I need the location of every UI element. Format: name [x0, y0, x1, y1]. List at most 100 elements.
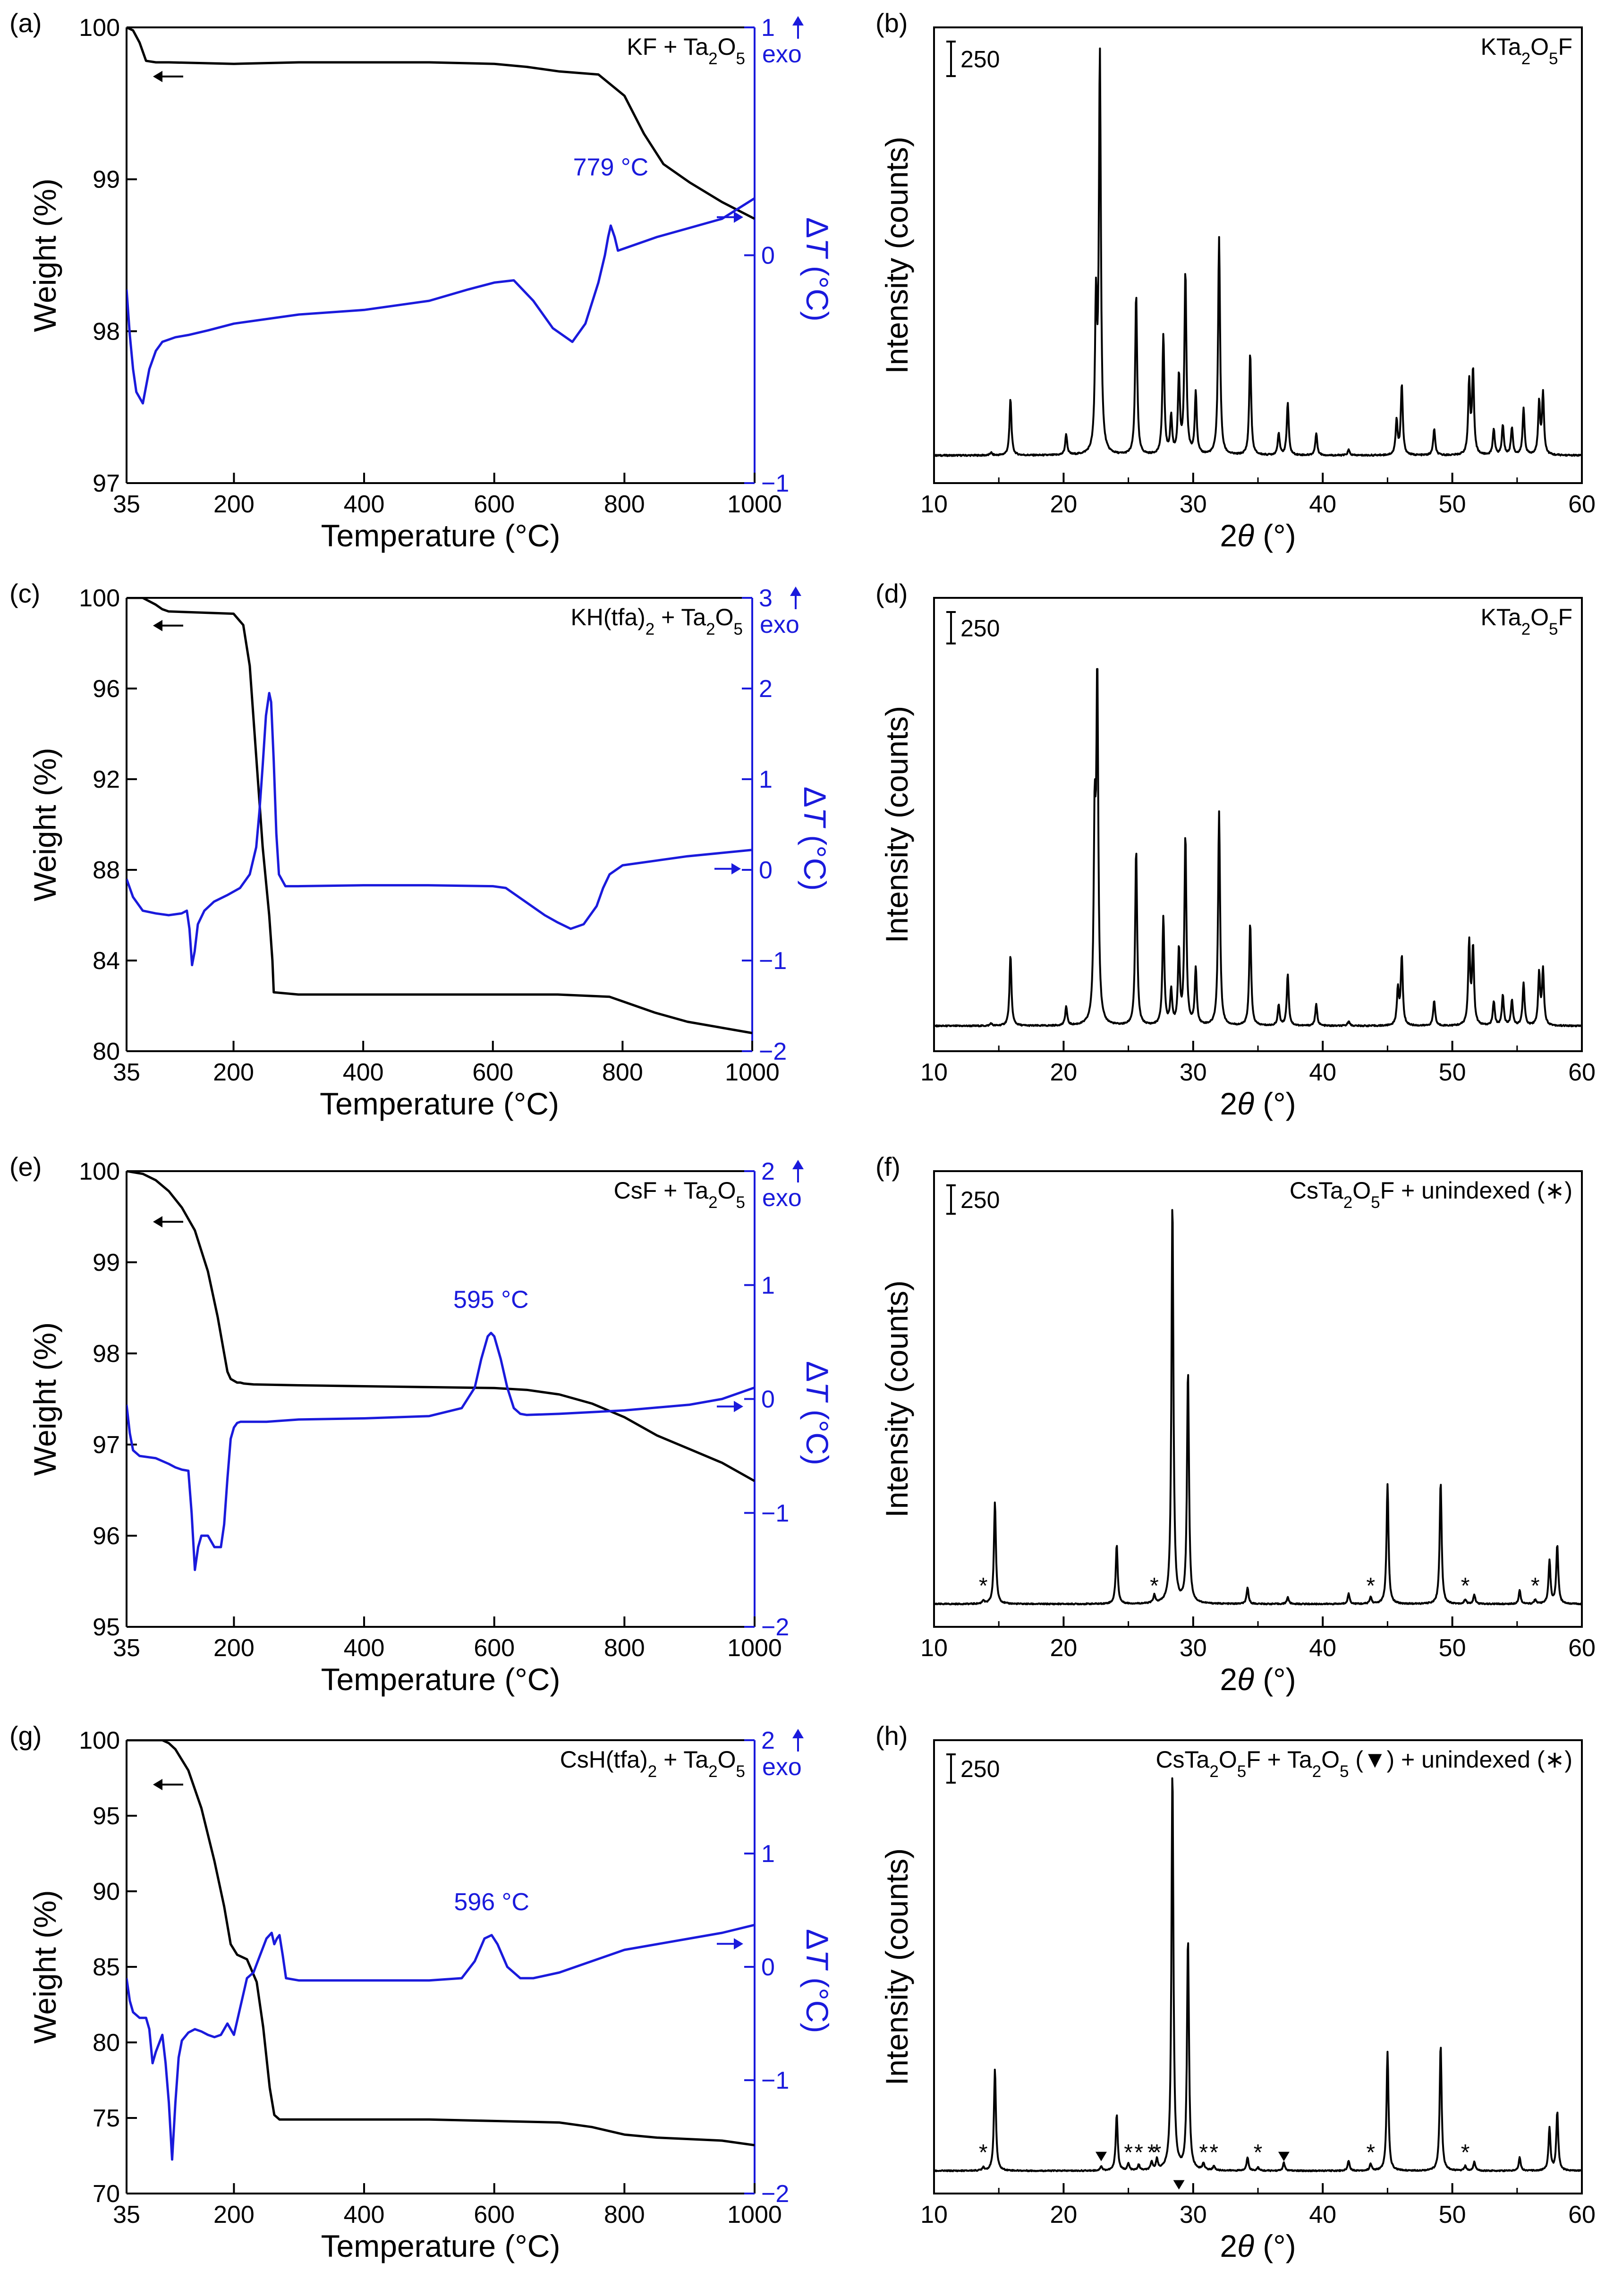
- x-tick-label: 200: [213, 1059, 254, 1086]
- left-y-tick-label: 90: [93, 1878, 120, 1905]
- right-y-tick-label: 0: [761, 242, 775, 270]
- right-y-tick-label: 0: [761, 1386, 775, 1413]
- left-y-tick-label: 100: [79, 14, 120, 42]
- x-tick-label: 30: [1180, 491, 1207, 518]
- chart-title: KH(tfa)2 + Ta2O5: [570, 604, 743, 638]
- scale-bar-label: 250: [960, 615, 1000, 641]
- left-y-axis-label-group: Weight (%): [27, 1890, 62, 2043]
- panel-e: 35 200 400 600 800 1000 95 96 97 98 99 100 −2 −1 0 1 2ex…: [9, 1152, 835, 1697]
- left-y-tick-label: 100: [79, 1158, 120, 1185]
- left-y-tick-label: 96: [93, 675, 120, 703]
- xrd-pattern-line: [933, 668, 1582, 1028]
- x-tick-label: 30: [1180, 1059, 1207, 1086]
- left-y-tick-label: 95: [93, 1614, 120, 1641]
- left-y-axis-label-group: Weight (%): [27, 748, 62, 901]
- x-tick-label: 30: [1180, 2201, 1207, 2228]
- x-axis-label: Temperature (°C): [321, 2228, 561, 2263]
- left-y-axis-label: Weight (%): [27, 748, 62, 901]
- chart-title: CsTa2O5F + unindexed (∗): [1290, 1177, 1572, 1212]
- right-y-tick-label: 1: [761, 1272, 775, 1299]
- plot-frame: [933, 1170, 1583, 1628]
- x-tick-label: 35: [113, 491, 140, 518]
- right-y-axis-label-group: ΔT (°C): [800, 217, 835, 322]
- weight-axis-arrowhead-icon: [153, 70, 162, 82]
- x-tick-label: 600: [472, 1059, 513, 1086]
- x-tick-label: 200: [213, 2201, 255, 2228]
- x-tick-label: 1000: [727, 491, 782, 518]
- dta-axis-arrowhead-icon: [734, 1401, 743, 1412]
- x-tick-label: 50: [1439, 1634, 1466, 1662]
- x-axis-label: 2θ (°): [1220, 2228, 1296, 2263]
- left-y-tick-label: 98: [93, 1340, 120, 1368]
- left-y-tick-label: 75: [93, 2105, 120, 2132]
- plot-frame: [933, 597, 1583, 1052]
- x-tick-label: 20: [1050, 1634, 1077, 1662]
- x-tick-label: 10: [920, 491, 948, 518]
- left-y-tick-label: 70: [93, 2180, 120, 2208]
- unindexed-marker-icon: *: [1461, 2140, 1470, 2165]
- exo-arrowhead-icon: [792, 1729, 804, 1738]
- x-tick-label: 50: [1439, 1059, 1466, 1086]
- x-axis-label: Temperature (°C): [320, 1086, 559, 1121]
- scale-bar-label: 250: [960, 46, 1000, 73]
- dta-axis-arrowhead-icon: [734, 211, 743, 223]
- panel-f: 10 20 30 40 50 60 2θ (°) Intensity (counts) (f) C…: [875, 1152, 1596, 1697]
- plot-frame: [933, 1739, 1583, 2194]
- unindexed-marker-icon: *: [1531, 1573, 1540, 1599]
- panel-label: (d): [875, 578, 908, 608]
- unindexed-marker-icon: *: [1366, 2140, 1375, 2165]
- x-tick-label: 50: [1439, 491, 1466, 518]
- exo-arrowhead-icon: [790, 587, 801, 596]
- x-tick-label: 400: [344, 1634, 385, 1662]
- left-y-axis-label: Weight (%): [27, 1322, 62, 1476]
- x-tick-label: 10: [920, 1634, 948, 1662]
- left-y-tick-label: 96: [93, 1522, 120, 1550]
- right-y-tick-label: 2: [761, 1158, 775, 1185]
- x-tick-label: 30: [1180, 1634, 1207, 1662]
- x-tick-label: 800: [602, 1059, 643, 1086]
- panel-label: (c): [9, 578, 40, 608]
- x-axis-label: 2θ (°): [1220, 1086, 1296, 1121]
- left-y-tick-label: 98: [93, 318, 120, 345]
- x-tick-label: 10: [920, 1059, 948, 1086]
- right-y-tick-label: −1: [761, 470, 789, 497]
- right-y-tick-label: 0: [761, 1954, 775, 1981]
- left-y-tick-label: 84: [93, 947, 120, 975]
- right-y-tick-label: 3: [759, 585, 773, 612]
- x-tick-label: 800: [604, 2201, 645, 2228]
- left-y-tick-label: 80: [93, 2029, 120, 2057]
- xrd-pattern-line: [933, 1777, 1583, 2172]
- x-tick-label: 60: [1568, 2201, 1596, 2228]
- y-axis-label-group: Intensity (counts): [879, 706, 914, 944]
- panel-label: (b): [875, 8, 908, 38]
- left-y-tick-label: 97: [93, 470, 120, 497]
- panel-g: 35 200 400 600 800 1000 70 75 80 85 90 95 100 −2 −1 0 1 2…: [9, 1721, 835, 2263]
- x-tick-label: 20: [1050, 1059, 1077, 1086]
- left-y-tick-label: 99: [93, 166, 120, 194]
- x-tick-label: 400: [344, 491, 385, 518]
- unindexed-marker-icon: *: [1124, 2140, 1133, 2165]
- right-y-axis-label: ΔT (°C): [800, 217, 835, 322]
- left-y-tick-label: 92: [93, 766, 120, 793]
- x-tick-label: 10: [920, 2201, 948, 2228]
- right-y-axis-label: ΔT (°C): [800, 1361, 835, 1465]
- x-tick-label: 800: [604, 491, 645, 518]
- x-tick-label: 35: [113, 2201, 140, 2228]
- x-tick-label: 600: [474, 2201, 515, 2228]
- right-y-axis-label-group: ΔT (°C): [798, 787, 832, 891]
- y-axis-label: Intensity (counts): [879, 1848, 914, 2086]
- panel-d: 10 20 30 40 50 60 2θ (°) Intensity (counts) (d) K…: [875, 578, 1596, 1121]
- y-axis-label-group: Intensity (counts): [879, 1848, 914, 2086]
- x-tick-label: 1000: [727, 2201, 782, 2228]
- peak-annotation: 595 °C: [453, 1286, 529, 1314]
- dta-series-line: [127, 1332, 755, 1571]
- dta-axis-arrowhead-icon: [731, 863, 741, 875]
- xrd-pattern-line: [934, 1209, 1583, 1606]
- right-y-axis-label-group: ΔT (°C): [800, 1361, 835, 1465]
- weight-axis-arrowhead-icon: [153, 1779, 162, 1790]
- weight-series-line: [127, 1171, 755, 1482]
- right-y-axis-label-group: ΔT (°C): [800, 1929, 835, 2033]
- right-y-tick-label: 1: [761, 14, 775, 42]
- left-y-tick-label: 99: [93, 1249, 120, 1276]
